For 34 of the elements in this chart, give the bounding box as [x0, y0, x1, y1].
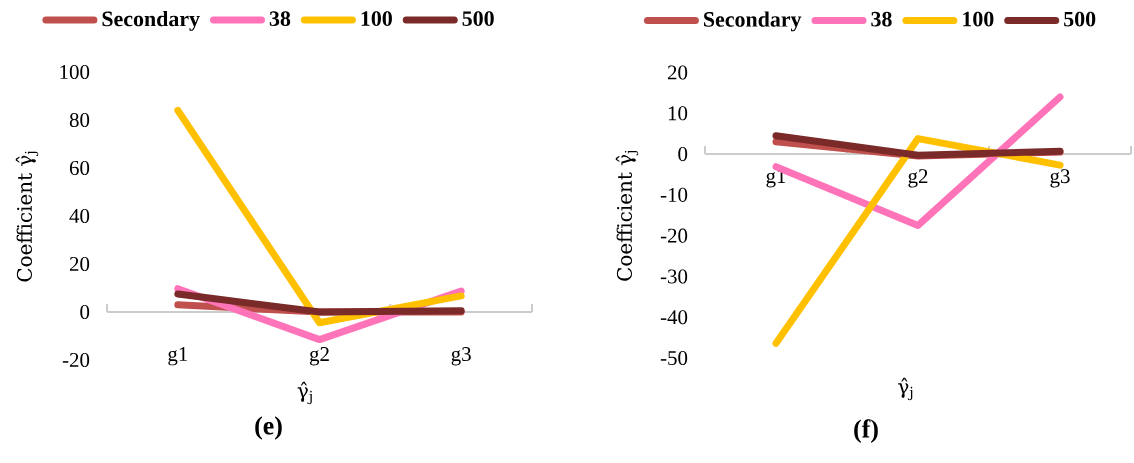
text: (e) — [255, 416, 282, 440]
x-tick-label: g3 — [1050, 169, 1070, 188]
y-tick-label: -10 — [660, 187, 688, 202]
legend-label: 500 — [462, 11, 494, 27]
y-tick-label: -30 — [660, 269, 688, 284]
x-axis-title: γ̂$_{j}$ — [297, 381, 312, 405]
legend-label: Secondary — [102, 10, 200, 31]
y-tick-label: -40 — [660, 310, 688, 325]
x-tick-label: g2 — [309, 347, 329, 366]
legend-label: 38 — [269, 11, 291, 27]
y-tick-label: 100 — [60, 64, 90, 80]
x-tick-label: g2 — [908, 169, 928, 188]
y-tick-label: 40 — [69, 208, 90, 224]
legend-label: 100 — [963, 11, 994, 27]
y-tick-label: 0 — [678, 147, 688, 162]
x-tick-label: g1 — [168, 347, 188, 366]
y-tick-label: -50 — [660, 350, 688, 366]
y-tick-label: 60 — [69, 160, 90, 176]
y-tick-label: -20 — [660, 228, 688, 243]
y-tick-label: 0 — [80, 304, 90, 320]
y-tick-label: 10 — [668, 106, 688, 121]
y-tick-label: 20 — [667, 65, 688, 80]
y-axis-title: Coefficient γ̂$_{j}$ — [15, 151, 39, 282]
legend-label: 500 — [1064, 11, 1096, 27]
x-tick-label: g3 — [451, 347, 471, 366]
legend-label: 38 — [871, 11, 892, 27]
y-axis-title: Coefficient γ̂$_{j}$ — [615, 150, 639, 281]
y-tick-label: 80 — [69, 112, 90, 128]
y-tick-label: -20 — [62, 352, 90, 368]
legend-label: Secondary — [704, 11, 802, 32]
legend-label: 100 — [361, 11, 392, 27]
text: (f) — [854, 419, 878, 443]
x-axis-title: γ̂$_{j}$ — [898, 377, 913, 401]
y-tick-label: 20 — [69, 256, 90, 272]
